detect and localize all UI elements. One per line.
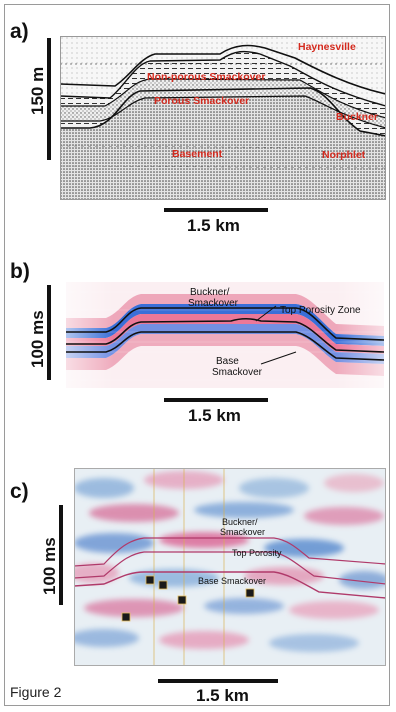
figure-caption: Figure 2 — [10, 684, 62, 700]
panel-b-vertical-scale-bar — [47, 285, 51, 380]
panel-c-vertical-scale-label: 100 ms — [40, 537, 59, 595]
panel-c-letter: c) — [10, 480, 29, 503]
panel-b-horizontal-scale-bar — [164, 398, 268, 402]
label-b-base-smackover: Smackover — [212, 367, 263, 378]
label-basement: Basement — [172, 148, 223, 160]
panel-a-vertical-scale-bar — [47, 38, 51, 160]
panel-a-letter: a) — [10, 20, 29, 43]
panel-c-seismic-section: Buckner/ Smackover Top Porosity Base Sma… — [74, 468, 386, 666]
panel-c-horizontal-scale-bar — [158, 679, 278, 683]
panel-b-letter: b) — [10, 260, 30, 283]
panel-b-horizontal-scale-label: 1.5 km — [188, 406, 241, 425]
panel-b-seismic-model: Buckner/ Smackover Top Porosity Zone Bas… — [66, 282, 384, 388]
panel-b-vertical-scale-label: 100 ms — [28, 310, 47, 368]
label-c-top-porosity: Top Porosity — [232, 548, 282, 558]
label-c-base-smackover: Base Smackover — [198, 576, 266, 586]
panel-a-vertical-scale-label: 150 m — [28, 66, 47, 115]
label-haynesville: Haynesville — [298, 41, 356, 53]
label-porous-smackover: Porous Smackover — [154, 95, 249, 107]
label-norphlet: Norphlet — [322, 149, 366, 161]
panel-a-cross-section: Haynesville Non-porous Smackover Porous … — [60, 36, 386, 200]
panel-c-horizontal-scale-label: 1.5 km — [196, 686, 249, 705]
label-b-top-porosity: Top Porosity Zone — [280, 305, 361, 316]
label-b-smackover: Smackover — [188, 298, 239, 309]
label-b-buckner: Buckner/ — [190, 287, 230, 298]
label-c-smackover: Smackover — [220, 527, 265, 537]
label-non-porous-smackover: Non-porous Smackover — [147, 71, 265, 83]
label-buckner: Buckner — [336, 111, 378, 123]
label-b-base: Base — [216, 356, 239, 367]
panel-a-horizontal-scale-bar — [164, 208, 268, 212]
panel-c-vertical-scale-bar — [59, 505, 63, 605]
panel-a-horizontal-scale-label: 1.5 km — [187, 216, 240, 235]
label-c-buckner: Buckner/ — [222, 517, 258, 527]
